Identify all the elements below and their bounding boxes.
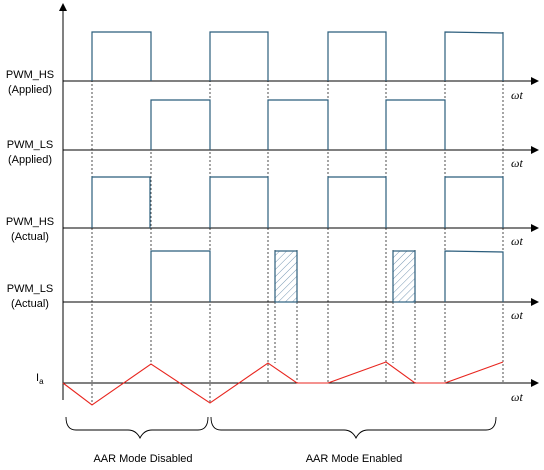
region-label-aar-disabled: AAR Mode Disabled [93, 453, 192, 465]
label-current: Ia [36, 372, 44, 386]
pwm-hs-actual-waveform [91, 176, 504, 228]
label-pwm-hs-applied-line1: PWM_HS [6, 69, 54, 81]
pwm-ls-actual-waveform [150, 250, 504, 303]
dashed-reference-lines [91, 32, 504, 405]
omega-t-label-3: ωt [511, 234, 523, 248]
label-current-main: I [36, 372, 39, 384]
aar-hatched-pulse-1 [274, 250, 298, 303]
omega-t-label-2: ωt [511, 156, 523, 170]
time-axes [63, 77, 539, 387]
region-label-aar-enabled: AAR Mode Enabled [306, 453, 403, 465]
omega-t-label-4: ωt [511, 308, 523, 322]
label-pwm-ls-applied-line2: (Applied) [8, 154, 52, 166]
brace-aar-enabled [210, 416, 497, 440]
label-pwm-ls-actual-line2: (Actual) [11, 298, 49, 310]
signal-labels: PWM_HS (Applied) PWM_LS (Applied) PWM_HS… [6, 69, 54, 310]
label-pwm-hs-actual-line1: PWM_HS [6, 216, 54, 228]
omega-t-label-5: ωt [511, 390, 523, 404]
current-waveform [62, 361, 504, 406]
label-pwm-ls-applied-line1: PWM_LS [7, 139, 53, 151]
pwm-hs-applied-waveform [91, 31, 504, 81]
pwm-ls-applied-waveform [150, 99, 446, 150]
brace-aar-disabled [65, 416, 209, 440]
label-current-sub: a [39, 377, 44, 386]
omega-t-labels: ωt ωt ωt ωt ωt [511, 88, 523, 404]
label-pwm-hs-actual-line2: (Actual) [11, 231, 49, 243]
label-pwm-hs-applied-line2: (Applied) [8, 84, 52, 96]
label-pwm-ls-actual-line1: PWM_LS [7, 283, 53, 295]
aar-hatched-pulse-2 [392, 250, 416, 303]
omega-t-label-1: ωt [511, 88, 523, 102]
